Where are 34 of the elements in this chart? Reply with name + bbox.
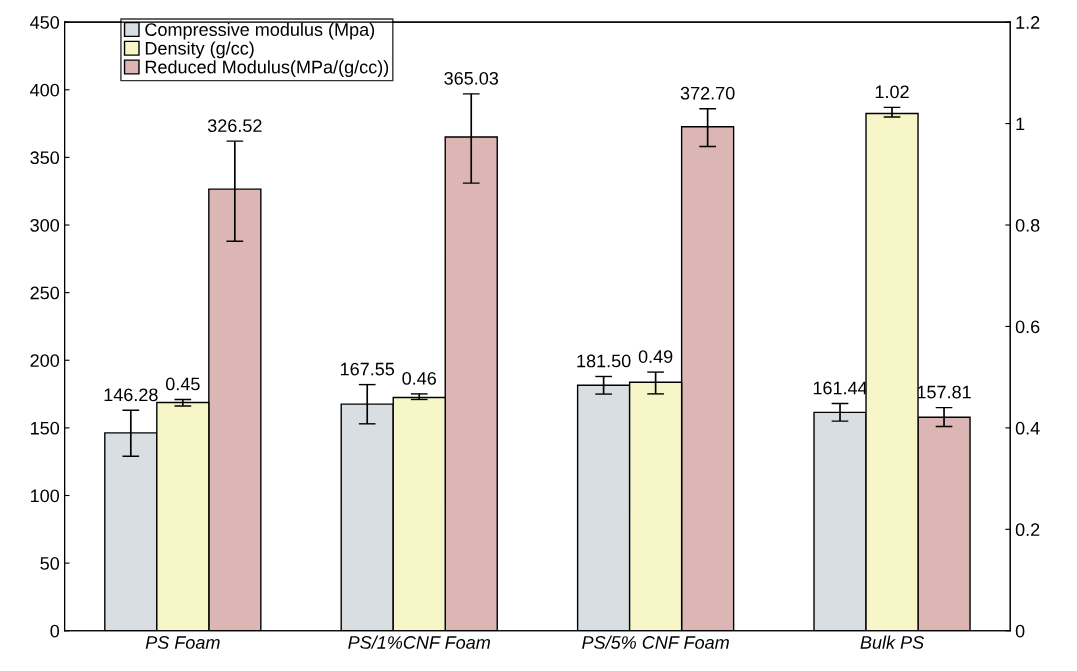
data-label: 146.28 <box>104 388 158 402</box>
legend-label: Density (g/cc) <box>145 41 254 59</box>
data-label: 167.55 <box>340 362 395 376</box>
y-tick-label: 300 <box>30 218 60 232</box>
y2-tick-label: 0.4 <box>1015 421 1040 435</box>
y-tick-label: 150 <box>31 421 60 435</box>
data-label: 372.70 <box>680 86 735 100</box>
x-tick-label: PS/5% CNF Foam <box>582 635 729 649</box>
data-label: 365.03 <box>444 71 499 85</box>
data-label: 181.50 <box>577 354 631 368</box>
y-tick-label: 450 <box>30 16 60 29</box>
x-tick-label: Bulk PS <box>860 635 924 649</box>
y-tick-label: 50 <box>40 557 60 570</box>
y2-tick-label: 0.2 <box>1015 523 1040 537</box>
y2-tick-label: 0.8 <box>1015 218 1040 232</box>
x-tick-label: PS Foam <box>145 636 220 649</box>
data-label: 1.02 <box>875 85 909 99</box>
y-tick-label: 100 <box>31 489 60 503</box>
y2-tick-label: 0 <box>1015 624 1025 638</box>
y-tick-label: 400 <box>30 83 60 97</box>
y2-tick-label: 1.2 <box>1016 16 1040 29</box>
y2-tick-label: 1 <box>1016 117 1025 131</box>
y-tick-label: 0 <box>50 624 60 638</box>
y-tick-label: 200 <box>30 354 60 367</box>
y-tick-label: 250 <box>30 286 60 300</box>
data-label: 0.49 <box>638 350 673 363</box>
data-label: 326.52 <box>207 119 262 133</box>
data-label: 0.46 <box>402 371 436 385</box>
legend-label: Reduced Modulus(MPa/(g/cc)) <box>145 60 389 77</box>
x-tick-label: PS/1%CNF Foam <box>348 635 490 649</box>
data-label: 0.45 <box>165 377 200 391</box>
y-tick-label: 350 <box>30 151 60 165</box>
y2-tick-label: 0.6 <box>1015 320 1040 334</box>
legend-label: Compressive modulus (Mpa) <box>145 22 375 40</box>
